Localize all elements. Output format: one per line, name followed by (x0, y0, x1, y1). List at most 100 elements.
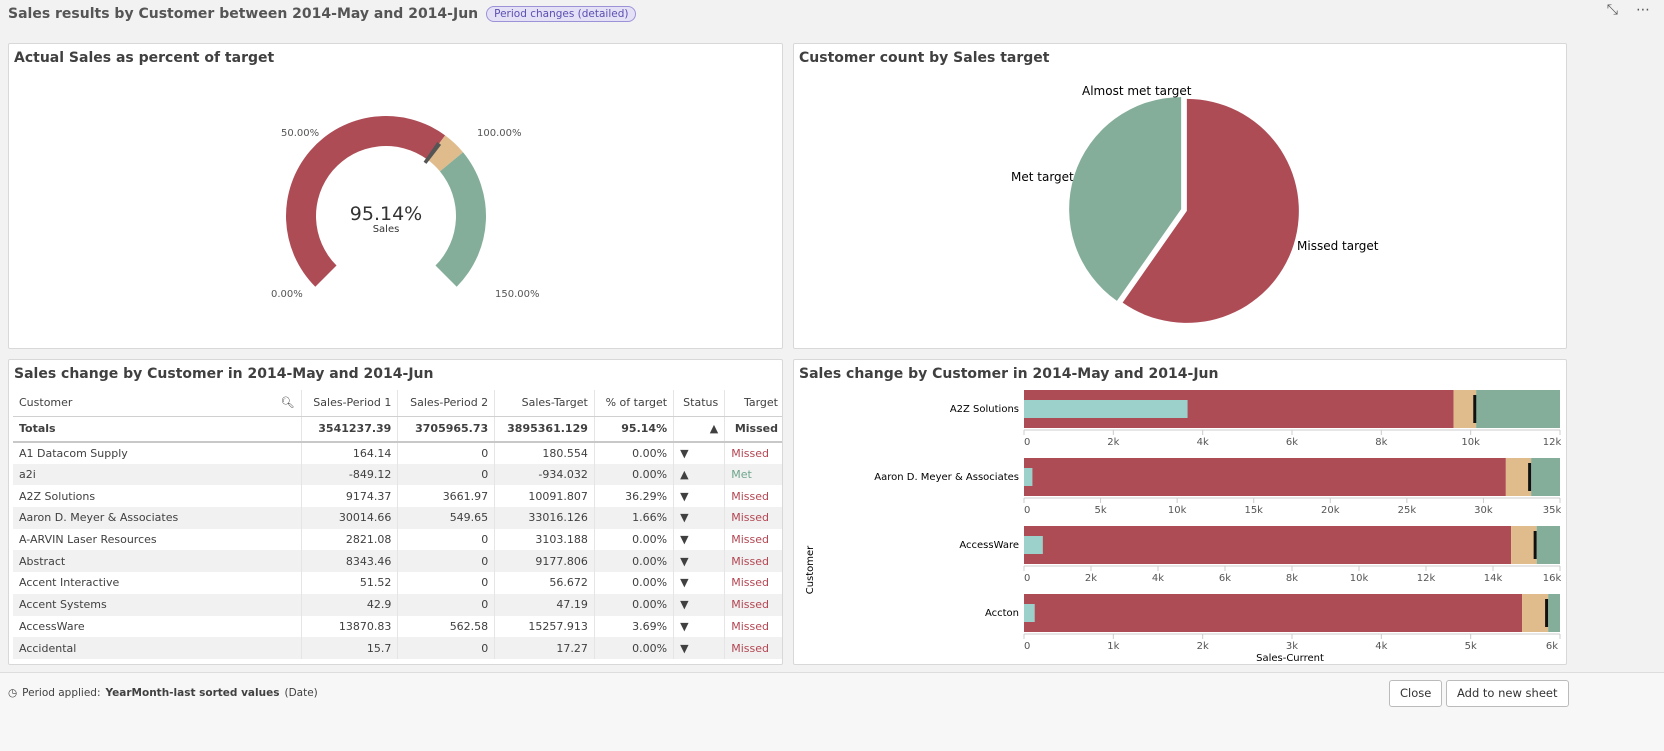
search-icon[interactable]: 🔍︎ (280, 396, 295, 410)
pie-slice[interactable] (1122, 98, 1299, 323)
x-tick-label: 8k (1375, 437, 1387, 448)
cell: 3661.97 (397, 485, 496, 508)
table-row[interactable]: Accent Interactive 51.52 0 56.672 0.00% ▼ Miss… (13, 572, 782, 594)
table-row[interactable]: A1 Datacom Supply 164.14 0 180.554 0.00% ▼ Mis… (13, 442, 782, 464)
table-row[interactable]: Accent Systems 42.9 0 47.19 0.00% ▼ Missed (13, 593, 782, 616)
gauge-value: 95.14% (350, 203, 422, 225)
cell: Met (724, 463, 782, 486)
pie-panel: Customer count by Sales target Almost me… (793, 43, 1567, 349)
cell: ▲ (673, 463, 726, 486)
bullet-band-almost (1505, 458, 1532, 496)
table-panel: Sales change by Customer in 2014-May and… (8, 359, 783, 665)
add-to-new-sheet-button[interactable]: Add to new sheet (1446, 680, 1569, 707)
cell: A2Z Solutions (13, 485, 302, 508)
cell: 3895361.129 (494, 416, 595, 443)
cell: 180.554 (494, 442, 595, 464)
more-icon[interactable]: ⋯ (1636, 2, 1650, 18)
close-button[interactable]: Close (1389, 680, 1443, 707)
x-tick-label: 4k (1375, 641, 1387, 652)
cell: Missed (724, 442, 782, 464)
cell: 0 (397, 572, 496, 594)
cell: ▼ (673, 637, 726, 659)
cell: Missed (724, 572, 782, 594)
gauge-tick: 150.00% (495, 289, 540, 300)
bullet-target-marker (1533, 531, 1537, 559)
col-target[interactable]: Sales-Target (494, 390, 595, 417)
col-target-status[interactable]: Target (724, 390, 782, 417)
col-period1[interactable]: Sales-Period 1 (301, 390, 399, 417)
period-badge[interactable]: Period changes (detailed) (486, 6, 637, 22)
collapse-icon[interactable]: ⤡ (1606, 2, 1618, 18)
period-suffix: (Date) (284, 687, 318, 699)
bullet-category-label: A2Z Solutions (950, 404, 1019, 415)
cell: 0.00% (594, 550, 675, 573)
x-tick-label: 6k (1219, 573, 1231, 584)
cell: 36.29% (594, 485, 675, 508)
gauge-band-almost (427, 135, 464, 172)
page-title: Sales results by Customer between 2014-M… (8, 6, 479, 22)
bullet-band-met (1536, 526, 1560, 564)
cell: Accent Interactive (13, 572, 302, 594)
totals-row[interactable]: Totals 3541237.39 3705965.73 3895361.129 95.… (13, 416, 782, 443)
cell: 0 (397, 463, 496, 486)
cell: 13870.83 (301, 615, 399, 638)
col-pct[interactable]: % of target (594, 390, 675, 417)
x-tick-label: 5k (1465, 641, 1477, 652)
clock-icon: ◷ (8, 687, 18, 699)
cell: 3103.188 (494, 528, 595, 551)
cell: 95.14% (594, 416, 675, 443)
x-tick-label: 12k (1417, 573, 1436, 584)
cell: ▼ (673, 572, 726, 594)
cell: -849.12 (301, 463, 399, 486)
cell: 0.00% (594, 593, 675, 616)
x-tick-label: 1k (1107, 641, 1119, 652)
cell: Missed (724, 528, 782, 551)
bullet-band-missed (1024, 526, 1512, 564)
cell: AccessWare (13, 615, 302, 638)
x-tick-label: 0 (1024, 505, 1030, 516)
bullet-current-bar[interactable] (1024, 468, 1033, 486)
gauge-band-missed (285, 115, 446, 287)
cell: 33016.126 (494, 507, 595, 529)
cell: 3.69% (594, 615, 675, 638)
cell: 15.7 (301, 637, 399, 659)
cell: 3705965.73 (397, 416, 496, 443)
cell: 56.672 (494, 572, 595, 594)
col-status[interactable]: Status (673, 390, 726, 417)
cell: 3541237.39 (301, 416, 399, 443)
bullet-current-bar[interactable] (1024, 536, 1043, 554)
bullet-current-bar[interactable] (1024, 604, 1035, 622)
table-row[interactable]: Aaron D. Meyer & Associates 30014.66 549.6… (13, 507, 782, 529)
y-axis-label: Customer (805, 545, 816, 594)
cell: 0.00% (594, 572, 675, 594)
table-row[interactable]: Accidental 15.7 0 17.27 0.00% ▼ Missed (13, 637, 782, 659)
cell: 2821.08 (301, 528, 399, 551)
cell: 47.19 (494, 593, 595, 616)
cell: Missed (724, 416, 782, 443)
col-period2[interactable]: Sales-Period 2 (397, 390, 496, 417)
bullet-target-marker (1545, 599, 1549, 627)
cell: Missed (724, 615, 782, 638)
x-tick-label: 16k (1543, 573, 1562, 584)
bullet-target-marker (1528, 463, 1532, 491)
x-axis-label: Sales-Current (1256, 653, 1324, 664)
cell: 0.00% (594, 463, 675, 486)
x-tick-label: 2k (1085, 573, 1097, 584)
cell: ▲ (673, 416, 726, 443)
table-row[interactable]: A-ARVIN Laser Resources 2821.08 0 3103.188 0… (13, 528, 782, 551)
cell: Missed (724, 550, 782, 573)
col-customer[interactable]: Customer 🔍︎ (13, 390, 302, 417)
cell: 51.52 (301, 572, 399, 594)
cell: 15257.913 (494, 615, 595, 638)
table-row[interactable]: a2i -849.12 0 -934.032 0.00% ▲ Met (13, 463, 782, 486)
table-row[interactable]: Abstract 8343.46 0 9177.806 0.00% ▼ Missed (13, 550, 782, 573)
table-row[interactable]: A2Z Solutions 9174.37 3661.97 10091.807 36.2… (13, 485, 782, 508)
cell: 0 (397, 442, 496, 464)
pie-slice[interactable] (1069, 97, 1182, 301)
bullet-current-bar[interactable] (1024, 400, 1188, 418)
table-row[interactable]: AccessWare 13870.83 562.58 15257.913 3.69% ▼ M… (13, 615, 782, 638)
period-value: YearMonth-last sorted values (105, 687, 280, 699)
x-tick-label: 0 (1024, 641, 1030, 652)
cell: 0.00% (594, 528, 675, 551)
x-tick-label: 25k (1398, 505, 1417, 516)
